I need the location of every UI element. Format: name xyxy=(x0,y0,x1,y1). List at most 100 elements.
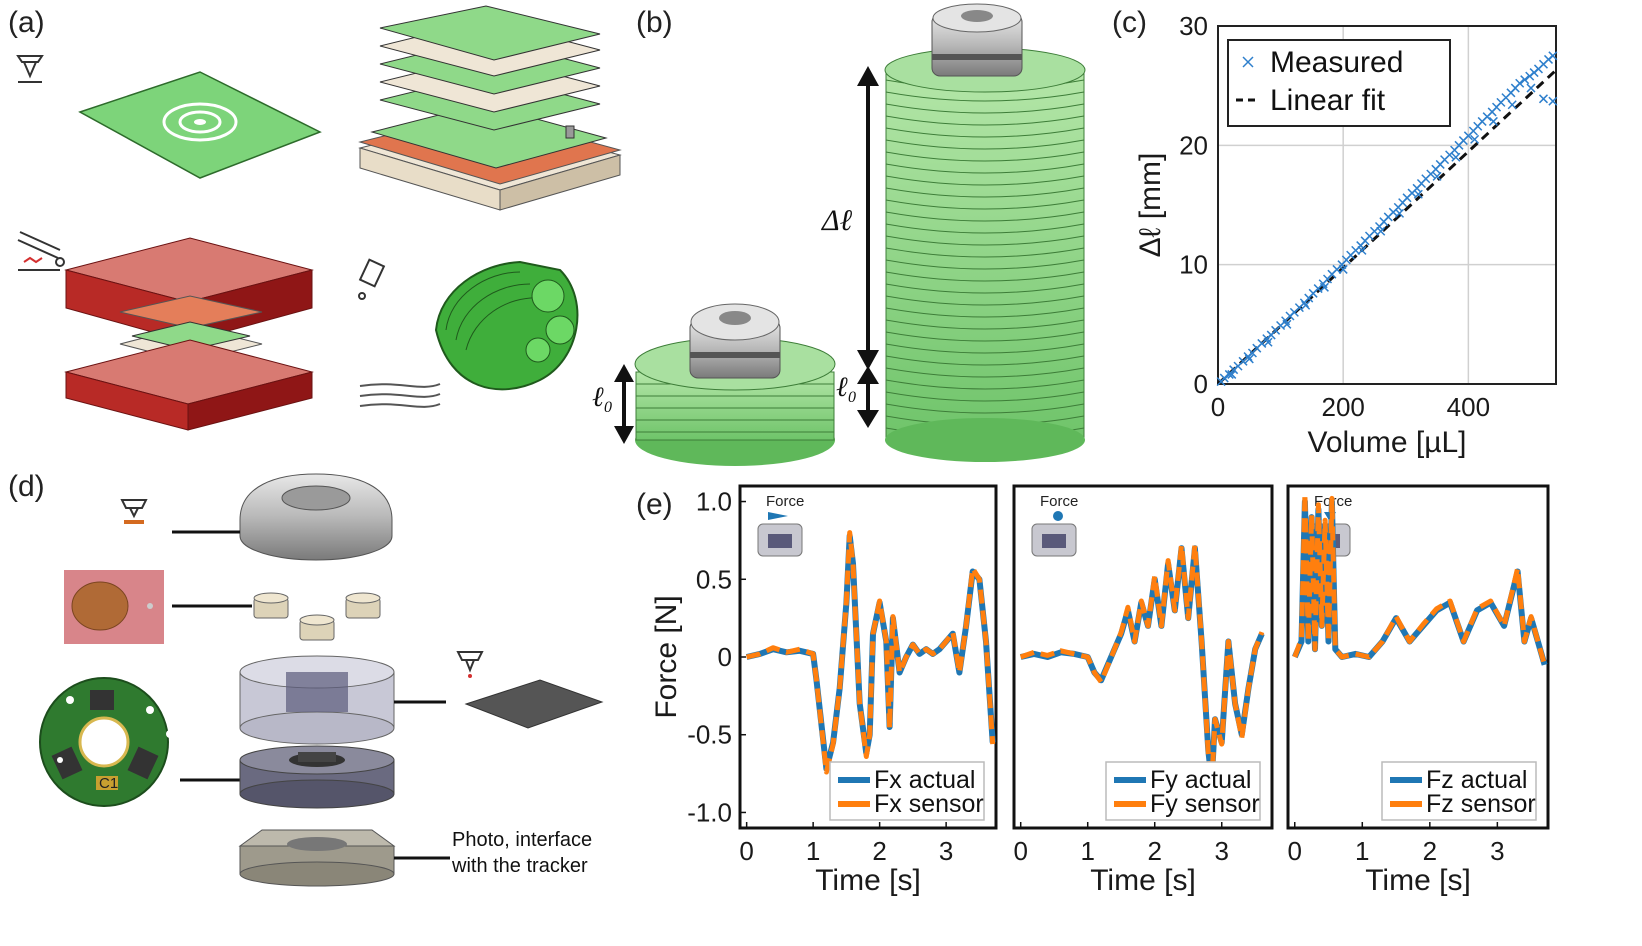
actuator-ridge xyxy=(885,139,1085,150)
marker-stroke xyxy=(1520,75,1530,85)
y-tick-label: 0 xyxy=(718,642,732,672)
actuator-ridge xyxy=(885,355,1085,366)
x-tick-label: 400 xyxy=(1447,392,1490,422)
actuator-ridge xyxy=(885,331,1085,342)
actuator-cap-band xyxy=(932,54,1022,60)
force-dot-y xyxy=(1053,511,1063,521)
panel-d: (d) xyxy=(8,470,604,887)
actuator-ridge xyxy=(885,151,1085,162)
l0-subscript-short: 0 xyxy=(604,399,612,416)
volume-elongation-chart: 0 200 400 0 10 20 30 Volume [µL] Δℓ [mm] Measured… xyxy=(1134,11,1558,459)
panel-b: (b) ℓ 0 xyxy=(592,3,1086,466)
marker-stroke xyxy=(1538,94,1549,104)
x-axis-label: Time [s] xyxy=(815,864,921,897)
marker-stroke xyxy=(1338,264,1348,274)
legend-label-actual: Fz actual xyxy=(1426,766,1527,794)
panel-label-a: (a) xyxy=(8,6,45,39)
printer-3d-icon xyxy=(16,55,44,83)
pcb-base xyxy=(239,745,395,809)
dropper-icon xyxy=(358,258,386,300)
marker-stroke xyxy=(1548,51,1558,61)
inset-force-label: Force xyxy=(766,493,804,510)
actuator-ridge xyxy=(885,199,1085,210)
measured-point xyxy=(1413,189,1423,199)
measured-point xyxy=(1301,300,1311,310)
panel-label-e: (e) xyxy=(636,488,673,521)
inset-sensor-core xyxy=(768,534,792,548)
legend-label-sensor: Fx sensor xyxy=(874,790,984,818)
actuator-ridge xyxy=(885,403,1085,414)
x-axis-label: Volume [µL] xyxy=(1307,426,1466,459)
l0-label-short: ℓ xyxy=(592,382,604,413)
actuator-ridge xyxy=(885,379,1085,390)
actuator-ridge xyxy=(885,115,1085,126)
layer-stack xyxy=(358,5,622,211)
dome-cap xyxy=(172,473,393,561)
green-actuator-bent xyxy=(359,260,579,408)
measured-point xyxy=(1526,83,1536,93)
actuator-ridge xyxy=(885,187,1085,198)
panel-label-d: (d) xyxy=(8,470,45,503)
actuator-body xyxy=(885,69,1085,441)
marker-stroke xyxy=(1515,78,1525,88)
actuator-ridge xyxy=(885,247,1085,258)
marker-stroke xyxy=(1394,208,1405,218)
measured-point xyxy=(1548,96,1558,106)
actuator-ridge xyxy=(885,175,1085,186)
caption-line-1: Photo, interface xyxy=(452,829,592,851)
legend-marker xyxy=(1242,56,1254,68)
measured-point xyxy=(1244,354,1254,364)
x-tick-label: 1 xyxy=(1080,836,1094,866)
panel-label-b: (b) xyxy=(636,6,673,39)
delta-l-arrow xyxy=(857,66,879,370)
trace-sensor xyxy=(746,530,996,775)
legend-box xyxy=(1227,39,1451,127)
magnets xyxy=(253,592,381,641)
laser-icon xyxy=(456,651,484,678)
legend-box xyxy=(1105,761,1261,821)
actuator-ridge xyxy=(885,319,1085,330)
actuator-ridge xyxy=(885,103,1085,114)
actuator-ridge xyxy=(885,235,1085,246)
marker-stroke xyxy=(1470,134,1480,144)
l0-label-tall: ℓ xyxy=(836,372,848,403)
measured-point xyxy=(1548,51,1558,61)
x-axis-label: Time [s] xyxy=(1365,864,1471,897)
legend-label-actual: Fy actual xyxy=(1150,766,1251,794)
legend-label-measured: Measured xyxy=(1270,46,1403,79)
marker-stroke xyxy=(1263,337,1273,347)
actuator-ridge xyxy=(885,283,1085,294)
measured-point xyxy=(1263,337,1273,347)
force-arrow-x xyxy=(768,512,788,520)
marker-stroke xyxy=(1244,354,1254,364)
marker-stroke xyxy=(1319,282,1329,292)
measured-point xyxy=(1515,78,1525,88)
measured-point xyxy=(1227,369,1237,379)
legend-label-sensor: Fy sensor xyxy=(1150,790,1260,818)
l0-arrow-short xyxy=(614,364,634,444)
measured-point xyxy=(1319,282,1329,292)
trace-sensor xyxy=(1019,542,1265,787)
marker-stroke xyxy=(1488,116,1498,126)
measured-point xyxy=(1376,226,1386,236)
x-tick-label: 2 xyxy=(1147,836,1161,866)
legend-label-sensor: Fz sensor xyxy=(1426,790,1536,818)
measured-point xyxy=(1357,245,1367,255)
x-tick-label: 2 xyxy=(872,836,886,866)
marker-stroke xyxy=(1413,189,1423,199)
hot-press xyxy=(64,237,314,431)
x-tick-label: 2 xyxy=(1423,836,1437,866)
pcb-label: C1 xyxy=(99,775,118,792)
printer-icon-small xyxy=(120,499,148,524)
actuator-ridge xyxy=(885,127,1085,138)
actuator-ridge xyxy=(885,307,1085,318)
actuator-ridge xyxy=(885,367,1085,378)
y-tick-label: 1.0 xyxy=(696,487,732,517)
marker-stroke xyxy=(1219,373,1229,383)
